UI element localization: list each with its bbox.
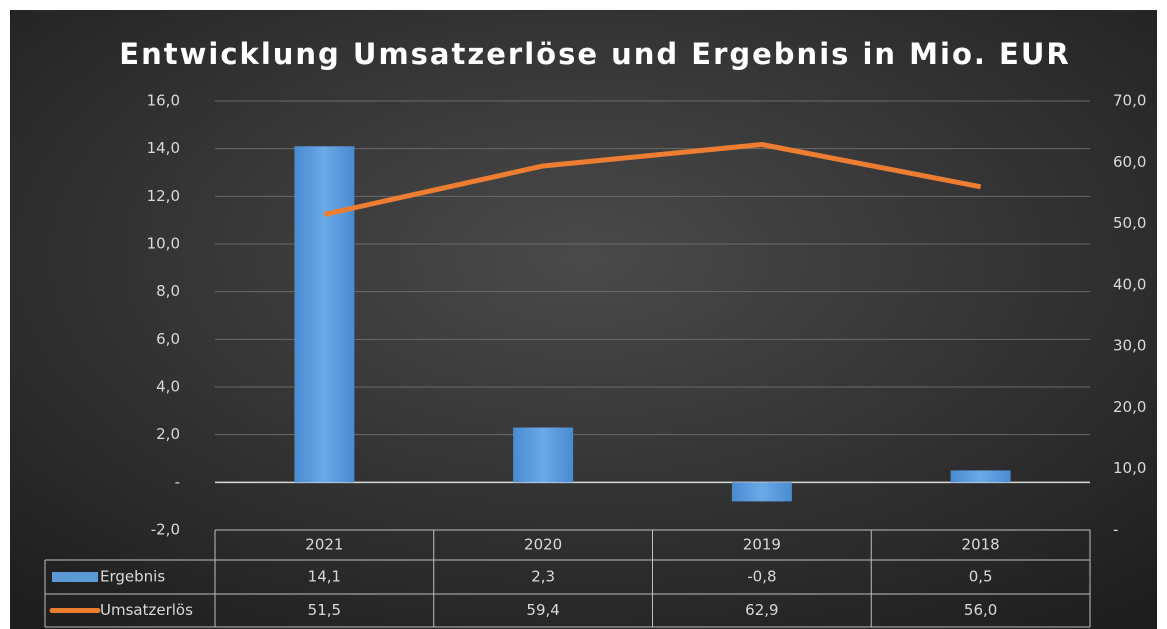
y2-tick-label: 50,0	[1113, 214, 1146, 232]
background	[10, 10, 1157, 629]
y2-tick-label: 60,0	[1113, 153, 1146, 171]
data-label: 62,9	[745, 601, 778, 619]
data-label: 14,1	[308, 568, 341, 586]
x-tick-label: 2020	[524, 536, 562, 554]
x-tick-label: 2019	[743, 536, 781, 554]
y-tick-label: 6,0	[156, 330, 180, 348]
chart-title: Entwicklung Umsatzerlöse und Ergebnis in…	[119, 37, 1070, 71]
bar	[950, 470, 1011, 483]
data-label: 51,5	[308, 601, 341, 619]
data-label: 59,4	[526, 601, 559, 619]
y-tick-label: 10,0	[147, 235, 180, 253]
y-tick-label: -	[175, 473, 180, 491]
y-tick-label: 8,0	[156, 282, 180, 300]
bar	[731, 482, 792, 502]
x-tick-label: 2021	[305, 536, 343, 554]
x-tick-label: 2018	[962, 536, 1000, 554]
y-tick-label: 2,0	[156, 425, 180, 443]
y-tick-label: 14,0	[147, 139, 180, 157]
bar	[294, 146, 355, 483]
legend-label: Umsatzerlös	[100, 601, 193, 619]
legend-swatch	[52, 572, 98, 582]
y-tick-label: 4,0	[156, 378, 180, 396]
y2-tick-label: 10,0	[1113, 459, 1146, 477]
y-tick-label: 12,0	[147, 187, 180, 205]
y2-tick-label: 30,0	[1113, 337, 1146, 355]
y2-tick-label: 20,0	[1113, 398, 1146, 416]
data-label: 56,0	[964, 601, 997, 619]
y-tick-label: -2,0	[151, 521, 180, 539]
line	[323, 142, 982, 217]
data-label: 0,5	[969, 568, 993, 586]
data-label: 2,3	[531, 568, 555, 586]
data-label: -0,8	[747, 568, 776, 586]
bar	[513, 427, 574, 483]
y2-tick-label: 40,0	[1113, 275, 1146, 293]
y2-tick-label: -	[1113, 521, 1118, 539]
legend-label: Ergebnis	[100, 568, 165, 586]
y2-tick-label: 70,0	[1113, 92, 1146, 110]
y-tick-label: 16,0	[147, 92, 180, 110]
